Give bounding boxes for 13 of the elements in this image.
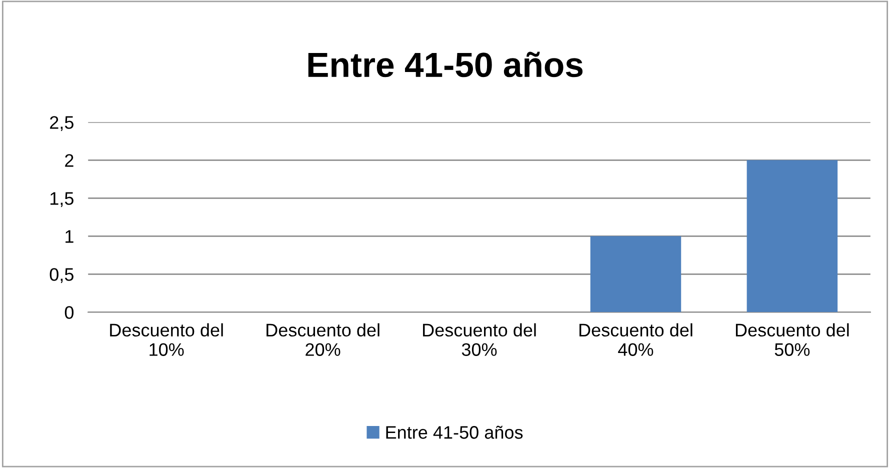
- y-tick-label: 0: [64, 306, 74, 319]
- y-tick-label: 2,5: [50, 116, 74, 131]
- x-tick-label: Descuento del 40%: [579, 323, 692, 356]
- legend-label: Entre 41-50 años: [386, 426, 523, 439]
- x-tick-label: Descuento del 50%: [736, 323, 849, 356]
- y-tick-label: 1,5: [50, 192, 74, 208]
- x-tick-label: Descuento del 30%: [423, 323, 536, 356]
- x-tick-label: Descuento del 10%: [110, 323, 223, 356]
- chart-title: Entre 41-50 años: [308, 52, 583, 78]
- x-tick-label: Descuento del 20%: [266, 323, 380, 356]
- y-tick-label: 0,5: [50, 268, 74, 284]
- y-tick-label: 2: [65, 154, 74, 167]
- y-tick-label: 1: [66, 230, 74, 243]
